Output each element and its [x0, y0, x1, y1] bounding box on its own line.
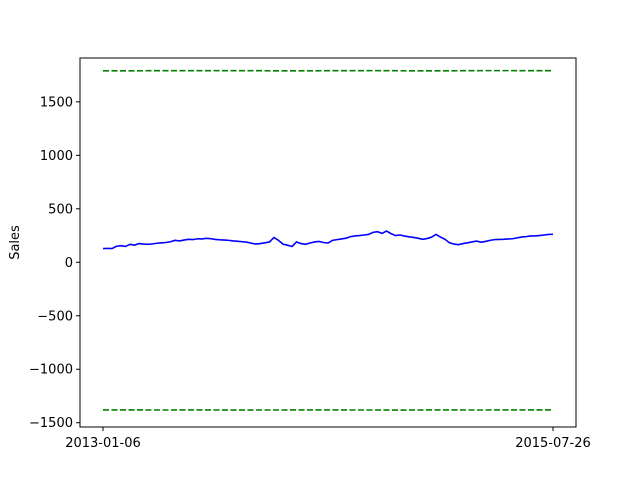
y-tick-label: 1500	[40, 95, 73, 110]
plot-frame	[79, 57, 577, 428]
y-axis: −1500 −1000 −500 0 500 1000 1500	[29, 95, 80, 431]
y-tick-label: −1500	[29, 416, 73, 431]
y-tick-label: 1000	[40, 149, 73, 164]
plot-lines	[102, 69, 554, 411]
y-tick-label: −500	[37, 309, 73, 324]
x-tick-label: 2015-07-26	[515, 436, 591, 451]
y-tick-label: 500	[48, 202, 73, 217]
series-line-sales	[102, 230, 554, 250]
x-axis: 2013-01-06 2015-07-26	[65, 427, 591, 451]
y-tick-label: 0	[65, 256, 73, 271]
y-axis-label: Sales	[8, 225, 23, 260]
x-tick-label: 2013-01-06	[65, 436, 141, 451]
y-tick-label: −1000	[29, 363, 73, 378]
